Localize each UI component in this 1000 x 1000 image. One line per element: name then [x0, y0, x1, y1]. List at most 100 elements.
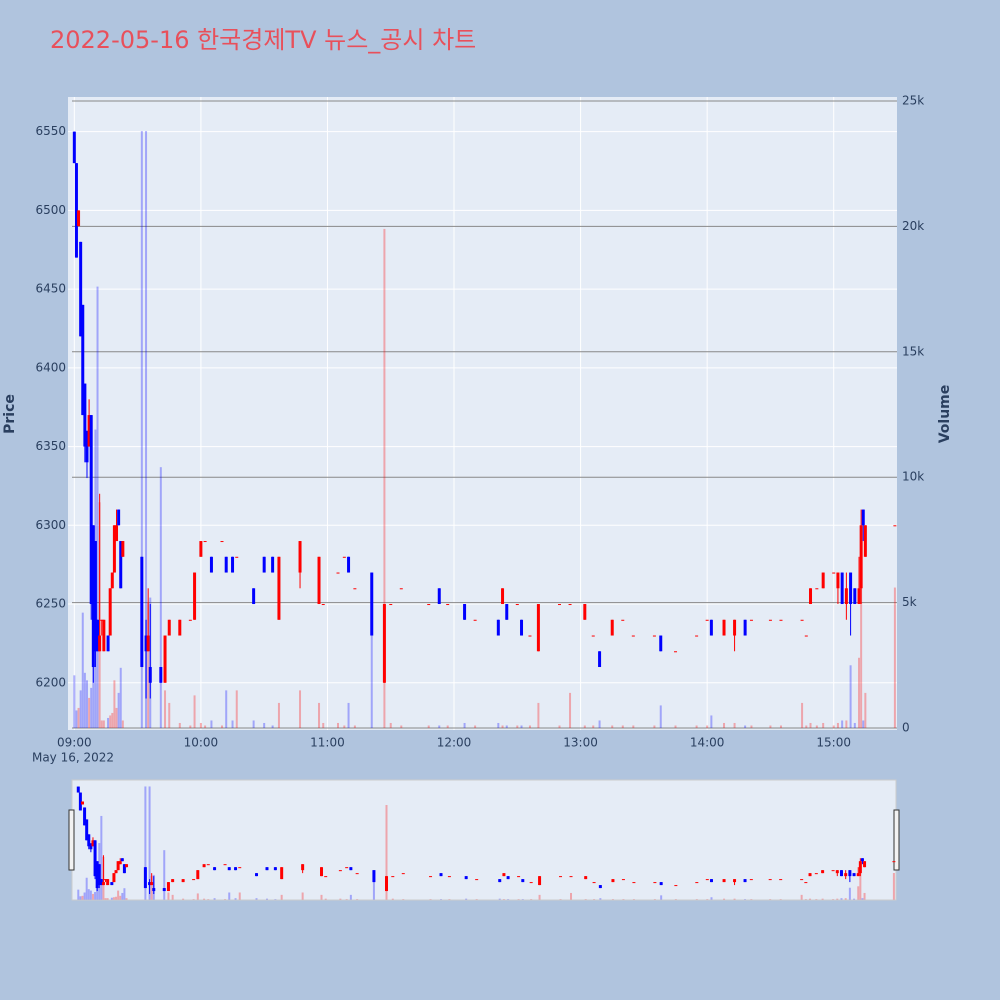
volume-bar — [674, 725, 677, 728]
slider-candle-body — [863, 861, 867, 868]
slider-volume-bar — [81, 895, 84, 900]
slider-candle-body — [116, 861, 120, 871]
candle-body — [804, 635, 808, 637]
slider-volume-bar — [115, 896, 118, 900]
volume-bar — [860, 585, 863, 728]
slider-candle-body — [569, 876, 573, 878]
slider-candle-body — [280, 867, 284, 880]
slider-volume-bar — [106, 898, 109, 900]
candle-body — [98, 635, 102, 652]
slider-volume-bar — [599, 898, 602, 900]
slider-volume-bar — [104, 898, 107, 900]
candle-body — [382, 604, 386, 683]
slider-candle-body — [101, 882, 105, 886]
y-tick-label: 6250 — [35, 597, 66, 611]
slider-candle-body — [324, 876, 328, 878]
volume-bar — [337, 722, 340, 728]
slider-candle-body — [852, 873, 856, 877]
slider-candle-body — [659, 882, 663, 886]
volume-bar — [225, 690, 228, 728]
candle-body — [857, 588, 861, 605]
slider-volume-bar — [821, 898, 824, 900]
volume-bar — [497, 722, 500, 728]
volume-bar — [815, 725, 818, 728]
slider-candle-body — [856, 873, 860, 877]
candle-body — [779, 619, 783, 621]
candle-body — [861, 509, 865, 526]
slider-volume-bar — [119, 895, 122, 900]
slider-candle-body — [447, 876, 451, 878]
candle-body — [370, 572, 374, 636]
slider-candle-body — [106, 879, 110, 886]
volume-bar — [102, 720, 105, 728]
volume-bar — [809, 722, 812, 728]
volume-bar — [537, 702, 540, 728]
candle-body — [112, 525, 116, 573]
volume-bar — [145, 131, 148, 728]
slider-candle-body — [83, 807, 87, 826]
slider-candle-body — [429, 876, 433, 878]
volume-bar — [710, 715, 713, 728]
candle-body — [347, 556, 351, 573]
slider-volume-bar — [320, 894, 323, 900]
volume-bar — [505, 725, 508, 728]
volume-bar — [88, 697, 91, 728]
candle-body — [146, 635, 150, 652]
y-tick-label: 6350 — [35, 439, 66, 453]
slider-candle-body — [349, 867, 353, 871]
slider-candle-body — [152, 888, 156, 892]
slider-volume-bar — [861, 898, 864, 900]
slider-handle-left[interactable] — [68, 809, 75, 871]
slider-volume-bar — [836, 898, 839, 900]
slider-candle-body — [234, 867, 238, 871]
candle-body — [209, 556, 213, 573]
candle-body — [583, 604, 587, 620]
volume-bar — [474, 725, 477, 728]
candle-body — [336, 572, 340, 574]
candle-body — [235, 556, 239, 558]
candle-body — [749, 619, 753, 621]
slider-candle-body — [112, 873, 116, 883]
volume-bar — [204, 725, 207, 728]
y2-axis-title: Volume — [937, 385, 953, 444]
volume-bar — [845, 720, 848, 728]
slider-candle-body — [538, 876, 542, 886]
volume-bar — [100, 720, 103, 728]
candle-body — [859, 525, 863, 589]
y2-tick-label: 5k — [902, 595, 917, 609]
slider-candle-body — [76, 786, 80, 793]
volume-bar — [235, 690, 238, 728]
volume-bar — [822, 722, 825, 728]
slider-candle-body — [808, 873, 812, 877]
candle-body — [840, 572, 844, 605]
slider-volume-bar — [228, 892, 231, 900]
slider-candle-body — [238, 867, 242, 869]
slider-handle-right[interactable] — [893, 809, 900, 871]
volume-bar — [653, 725, 656, 728]
candle-body — [93, 541, 97, 652]
volume-bar — [583, 725, 586, 728]
x-tick-label: 12:00 — [437, 736, 472, 750]
volume-bar — [168, 702, 171, 728]
candle-body — [722, 619, 726, 636]
candle-body — [121, 541, 125, 557]
slider-candle-body — [97, 864, 101, 886]
x-tick-label: 13:00 — [563, 736, 598, 750]
volume-bar — [220, 725, 223, 728]
slider-volume-bar — [391, 898, 394, 900]
y-tick-label: 6300 — [35, 518, 66, 532]
candle-body — [167, 619, 171, 636]
candle-body — [496, 619, 500, 636]
volume-bar — [446, 725, 449, 728]
volume-bar — [801, 702, 804, 728]
y2-tick-label: 20k — [902, 219, 924, 233]
range-slider[interactable] — [71, 779, 897, 901]
candle-body — [505, 604, 509, 620]
candle-body — [140, 556, 144, 668]
slider-candle-body — [85, 819, 89, 841]
candle-body — [598, 651, 602, 668]
candle-body — [74, 163, 78, 258]
slider-volume-bar — [123, 888, 126, 900]
slider-candle-body — [345, 867, 349, 869]
